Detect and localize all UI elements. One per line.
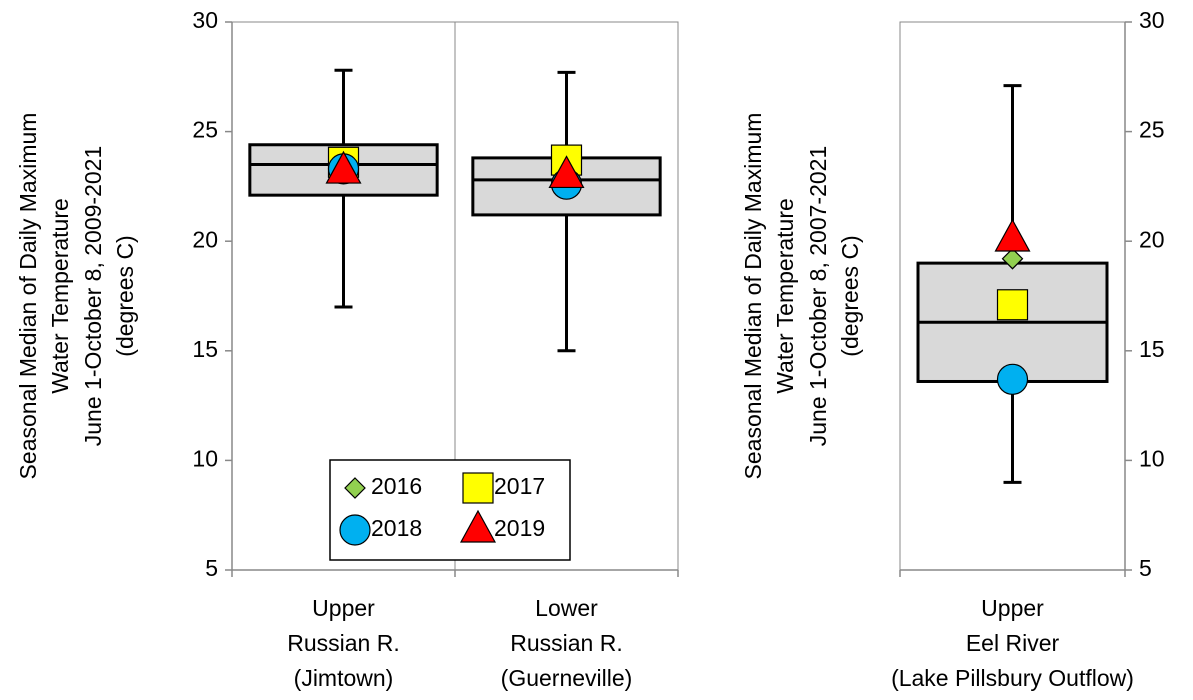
y-axis-title: Water Temperature: [47, 198, 73, 394]
legend-label: 2016: [371, 473, 422, 499]
y-tick-label: 5: [1139, 555, 1152, 581]
legend-label: 2017: [494, 473, 545, 499]
y-tick-label: 25: [1139, 117, 1165, 143]
x-tick-label: Russian R.: [287, 630, 399, 656]
x-tick-label: (Lake Pillsbury Outflow): [891, 665, 1134, 691]
y-tick-label: 20: [192, 226, 218, 252]
legend-label: 2018: [371, 515, 422, 541]
marker-triangle: [994, 218, 1031, 252]
x-tick-label: Upper: [981, 595, 1044, 621]
x-tick-label: Upper: [312, 595, 375, 621]
legend-swatch: [459, 509, 497, 543]
y-tick-label: 15: [1139, 336, 1165, 362]
marker-square: [996, 289, 1029, 321]
legend-swatch: [339, 514, 371, 546]
y-tick-label: 5: [205, 555, 218, 581]
legend-swatch: [462, 472, 494, 504]
y-tick-label: 15: [192, 336, 218, 362]
y-tick-label: 30: [192, 7, 218, 33]
y-tick-label: 30: [1139, 7, 1165, 33]
x-tick-label: Eel River: [966, 630, 1060, 656]
y-axis-title: Water Temperature: [772, 198, 798, 394]
x-tick-label: Russian R.: [510, 630, 622, 656]
y-tick-label: 25: [192, 117, 218, 143]
marker-triangle: [325, 150, 362, 184]
y-tick-label: 10: [1139, 445, 1165, 471]
marker-triangle: [548, 155, 585, 189]
y-tick-label: 10: [192, 445, 218, 471]
marker-circle: [996, 363, 1029, 395]
y-axis-title: Seasonal Median of Daily Maximum: [15, 113, 41, 480]
legend-box: [329, 459, 571, 561]
y-axis-title: Seasonal Median of Daily Maximum: [740, 113, 766, 480]
y-axis-title: (degrees C): [837, 235, 863, 356]
y-tick-label: 20: [1139, 226, 1165, 252]
legend-swatch: [344, 477, 366, 499]
y-axis-title: June 1-October 8, 2007-2021: [805, 146, 831, 446]
y-axis-title: (degrees C): [112, 235, 138, 356]
y-axis-title: June 1-October 8, 2009-2021: [80, 146, 106, 446]
legend-label: 2019: [494, 515, 545, 541]
x-tick-label: (Guerneville): [501, 665, 633, 691]
marker-diamond: [1001, 247, 1024, 270]
x-tick-label: (Jimtown): [294, 665, 394, 691]
x-tick-label: Lower: [535, 595, 598, 621]
